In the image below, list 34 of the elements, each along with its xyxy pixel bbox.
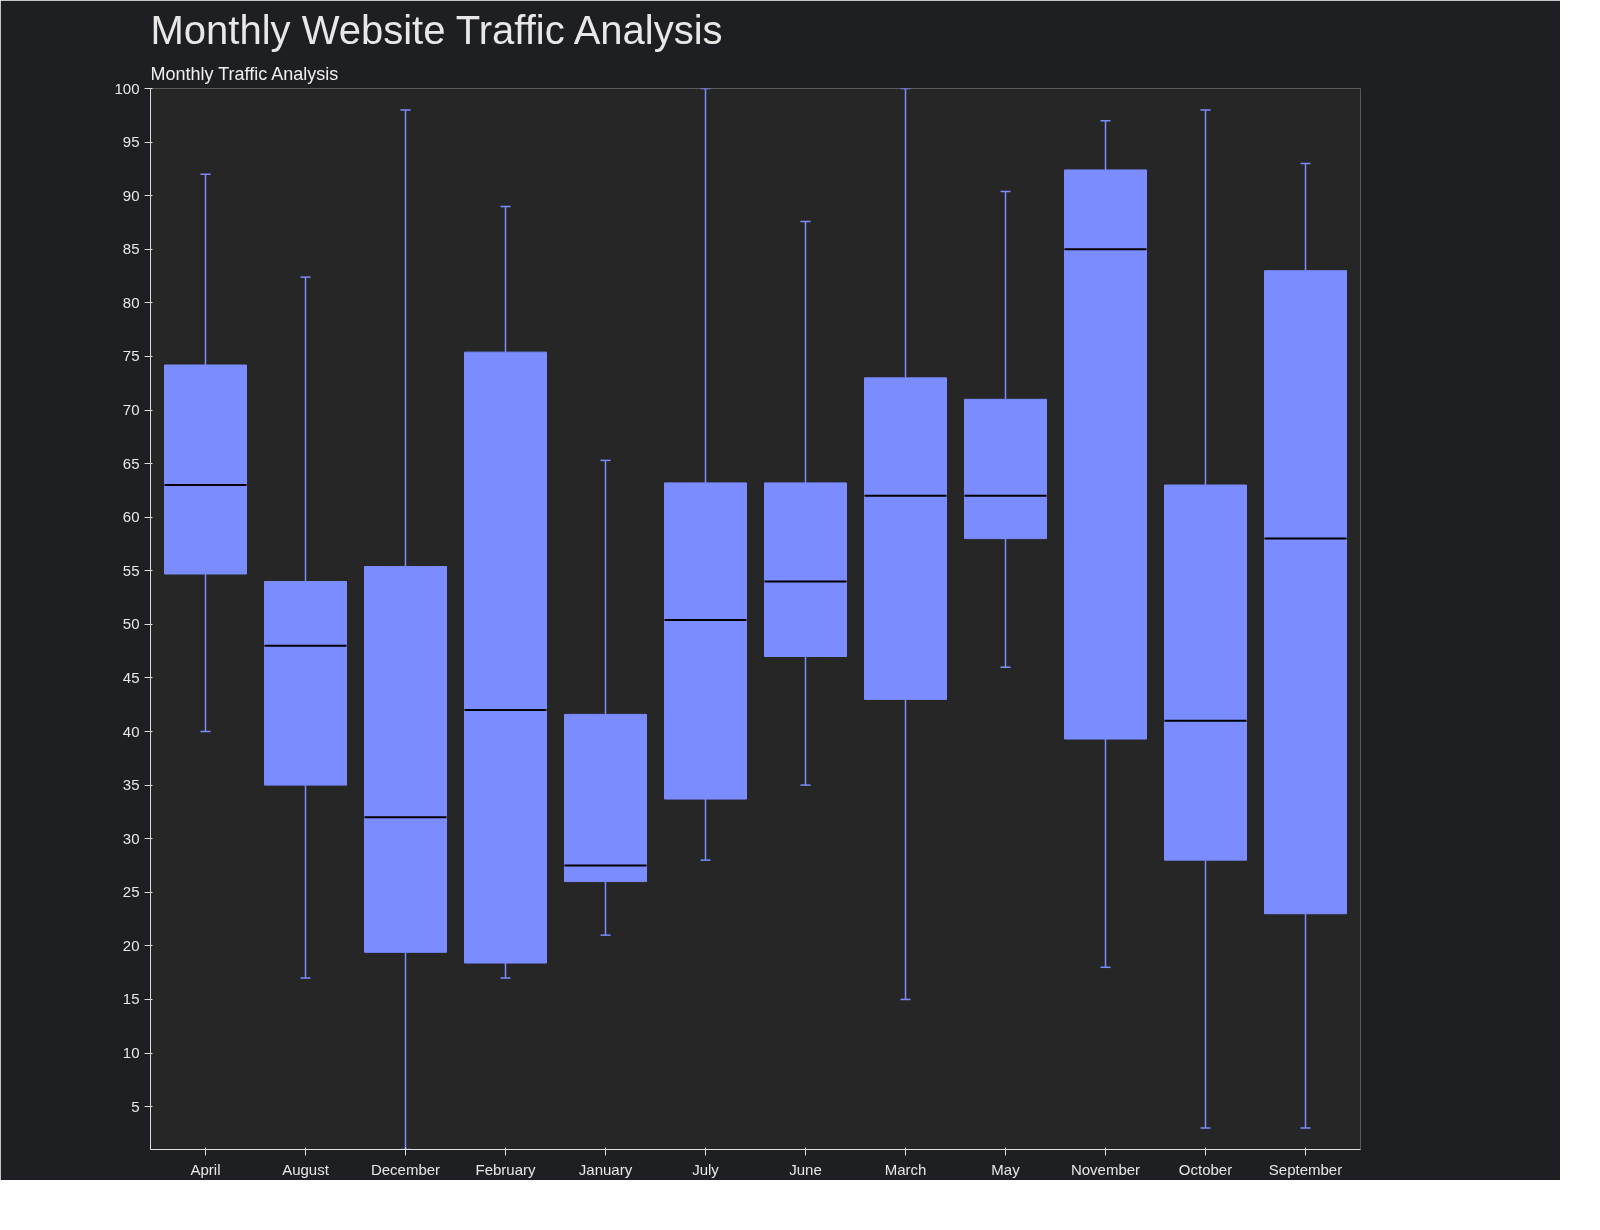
chart-subtitle: Monthly Traffic Analysis (150, 63, 339, 84)
x-tick-label: August (282, 1160, 330, 1178)
x-tick-label: October (1178, 1160, 1233, 1178)
y-tick-label: 55 (122, 561, 140, 579)
y-tick-label: 60 (122, 508, 140, 526)
x-tick-label: September (1268, 1160, 1343, 1178)
y-tick-label: 95 (122, 133, 140, 151)
y-tick-label: 65 (122, 454, 140, 472)
y-tick-label: 25 (122, 883, 140, 901)
y-tick-label: 35 (122, 776, 140, 794)
y-tick-label: 20 (122, 936, 140, 954)
x-tick-label: November (1070, 1160, 1141, 1178)
y-tick-label: 80 (122, 293, 140, 311)
x-tick-label: July (692, 1160, 720, 1178)
y-tick-label: 15 (122, 990, 140, 1008)
chart-title: Monthly Website Traffic Analysis (150, 7, 723, 52)
x-tick-label: December (370, 1160, 441, 1178)
y-tick-label: 75 (122, 347, 140, 365)
x-tick-label: May (991, 1160, 1021, 1178)
y-tick-label: 90 (122, 186, 140, 204)
y-tick-label: 5 (131, 1097, 140, 1115)
x-tick-label: June (789, 1160, 822, 1178)
x-tick-label: January (578, 1160, 633, 1178)
x-tick-label: April (190, 1160, 221, 1178)
y-tick-label: 10 (122, 1044, 140, 1062)
y-tick-label: 70 (122, 401, 140, 419)
y-tick-label: 30 (122, 829, 140, 847)
y-tick-label: 100 (114, 79, 140, 97)
y-tick-label: 50 (122, 615, 140, 633)
y-tick-label: 40 (122, 722, 140, 740)
x-tick-label: March (884, 1160, 927, 1178)
y-tick-label: 45 (122, 668, 140, 686)
x-tick-label: February (475, 1160, 537, 1178)
y-tick-label: 85 (122, 240, 140, 258)
